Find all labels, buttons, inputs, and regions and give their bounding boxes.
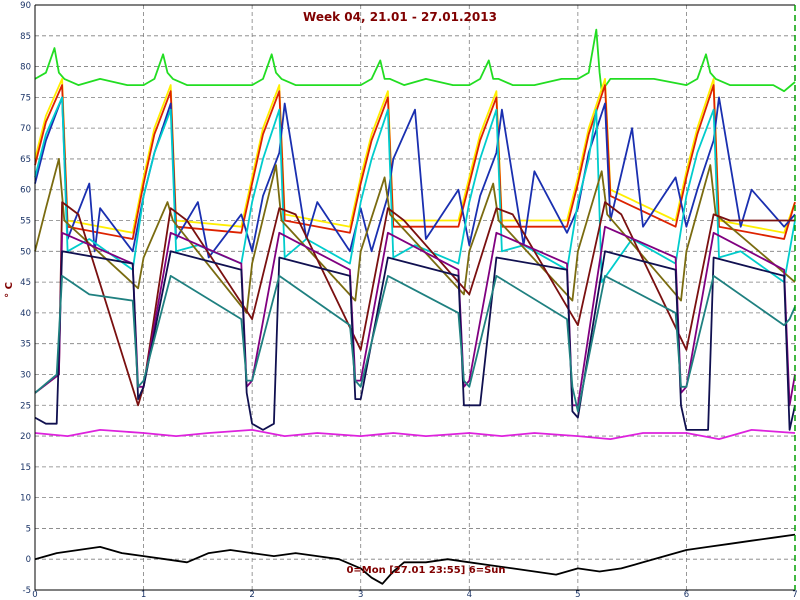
series-line-12 xyxy=(34,533,796,585)
series-line-9 xyxy=(34,250,796,431)
chart-title: Week 04, 21.01 - 27.01.2013 xyxy=(303,10,497,24)
y-tick-label: 80 xyxy=(20,63,31,73)
y-tick-label: 0 xyxy=(26,555,31,565)
y-tick-label: 10 xyxy=(20,494,31,504)
x-tick-label: 6 xyxy=(684,590,689,600)
y-tick-label: 70 xyxy=(20,124,31,134)
series-line-6 xyxy=(34,157,796,314)
x-tick-label: 4 xyxy=(467,590,472,600)
timestamp-annotation: 0=Mon [27.01 23:55] 6=Sun xyxy=(346,565,505,576)
y-tick-label: 85 xyxy=(20,32,31,42)
y-tick-label: 30 xyxy=(20,370,31,380)
x-tick-label: 5 xyxy=(575,590,580,600)
y-tick-label: 15 xyxy=(20,463,31,473)
series-line-10 xyxy=(34,274,796,413)
y-axis-label: ° C xyxy=(4,282,15,298)
y-tick-label: 25 xyxy=(20,401,31,411)
y-tick-label: 35 xyxy=(20,340,31,350)
series-layer xyxy=(34,28,796,585)
y-tick-label: 45 xyxy=(20,278,31,288)
x-tick-label: 2 xyxy=(249,590,254,600)
y-tick-label: 55 xyxy=(20,217,31,227)
x-tick-label: 1 xyxy=(141,590,146,600)
y-tick-label: 75 xyxy=(20,93,31,103)
x-tick-label: 0 xyxy=(32,590,37,600)
x-tick-label: 7 xyxy=(792,590,797,600)
y-tick-label: 90 xyxy=(20,1,31,11)
y-tick-label: 60 xyxy=(20,186,31,196)
y-tick-label: 20 xyxy=(20,432,31,442)
series-line-7 xyxy=(34,201,795,407)
y-tick-label: 50 xyxy=(20,247,31,257)
series-line-1 xyxy=(34,28,796,93)
y-tick-label: 5 xyxy=(26,524,31,534)
y-tick-label: -5 xyxy=(23,586,31,596)
y-tick-label: 40 xyxy=(20,309,31,319)
series-line-11 xyxy=(34,428,796,441)
y-tick-label: 65 xyxy=(20,155,31,165)
x-tick-label: 3 xyxy=(358,590,363,600)
